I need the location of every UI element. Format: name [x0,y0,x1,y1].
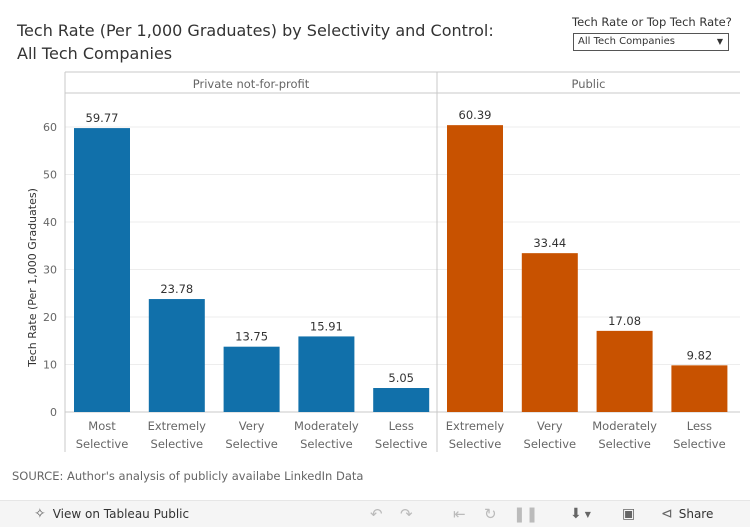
x-tick-label: Selective [598,437,651,451]
x-tick-label: Moderately [294,419,359,433]
y-tick-label: 50 [43,169,57,182]
x-tick-label: Selective [300,437,353,451]
x-tick-label: Extremely [148,419,207,433]
bar [521,253,578,412]
bar [447,125,503,413]
tableau-toolbar: ✧ View on Tableau Public ↶ ↷ ⇤ ↻ ❚❚ ⬇ ▼ ▣… [0,500,750,527]
panel-header-label: Public [571,77,605,91]
bar [223,346,280,412]
bar-value-label: 9.82 [687,348,713,362]
x-tick-label: Selective [375,437,428,451]
filter-dropdown[interactable]: All Tech Companies ▼ [573,33,729,51]
y-tick-label: 10 [43,359,57,372]
revert-icon[interactable]: ⇤ [453,505,466,523]
source-note: SOURCE: Author's analysis of publicly av… [12,469,364,483]
bar [373,388,430,412]
fullscreen-icon[interactable]: ▣ [622,506,636,522]
bar-value-label: 60.39 [459,108,492,122]
x-tick-label: Moderately [592,419,657,433]
bar-value-label: 17.08 [608,314,641,328]
bar-value-label: 23.78 [160,282,193,296]
bar [74,128,130,412]
y-tick-label: 20 [43,311,57,324]
chevron-down-icon: ▼ [716,37,723,46]
chart-title-line1: Tech Rate (Per 1,000 Graduates) by Selec… [17,21,494,40]
x-tick-label: Selective [225,437,278,451]
bar [596,330,653,412]
bar-value-label: 5.05 [388,371,414,385]
x-tick-label: Selective [673,437,726,451]
x-tick-label: Extremely [446,419,505,433]
view-on-tableau-label: View on Tableau Public [52,507,190,521]
download-icon[interactable]: ⬇ ▼ [570,506,591,522]
bar-value-label: 59.77 [86,111,119,125]
bar [671,365,728,412]
x-tick-label: Selective [449,437,502,451]
bar [148,299,205,412]
chart-title: Tech Rate (Per 1,000 Graduates) by Selec… [17,19,517,65]
x-tick-label: Very [239,419,265,433]
x-tick-label: Less [687,419,712,433]
filter-selected-value: All Tech Companies [578,36,675,47]
y-axis-title: Tech Rate (Per 1,000 Graduates) [26,188,39,368]
x-tick-label: Most [88,419,116,433]
y-tick-label: 0 [50,406,57,419]
y-tick-label: 60 [43,121,57,134]
bar [298,336,355,412]
x-tick-label: Very [537,419,563,433]
undo-icon[interactable]: ↶ [370,505,383,523]
bar-value-label: 15.91 [310,319,343,333]
y-tick-label: 30 [43,264,57,277]
view-on-tableau-link[interactable]: ✧ View on Tableau Public [34,501,189,527]
bar-value-label: 13.75 [235,330,268,344]
pause-icon[interactable]: ❚❚ [513,505,539,523]
x-tick-label: Selective [524,437,577,451]
x-tick-label: Selective [76,437,129,451]
refresh-icon[interactable]: ↻ [484,505,497,523]
bar-chart: 0 10 20 30 40 50 60 Tech Rate (Per 1,000 Gradua… [26,71,740,452]
share-icon: ⊲ [661,506,673,522]
bar-value-label: 33.44 [533,236,566,250]
share-label: Share [678,507,714,521]
panel-header-label: Private not-for-profit [193,77,310,91]
redo-icon[interactable]: ↷ [400,505,413,523]
tableau-logo-icon: ✧ [34,506,46,522]
y-tick-label: 40 [43,216,57,229]
chart-title-line2: All Tech Companies [17,44,173,63]
filter-label: Tech Rate or Top Tech Rate? [572,15,732,29]
x-tick-label: Less [389,419,414,433]
x-tick-label: Selective [151,437,204,451]
share-button[interactable]: ⊲ Share [661,501,713,527]
